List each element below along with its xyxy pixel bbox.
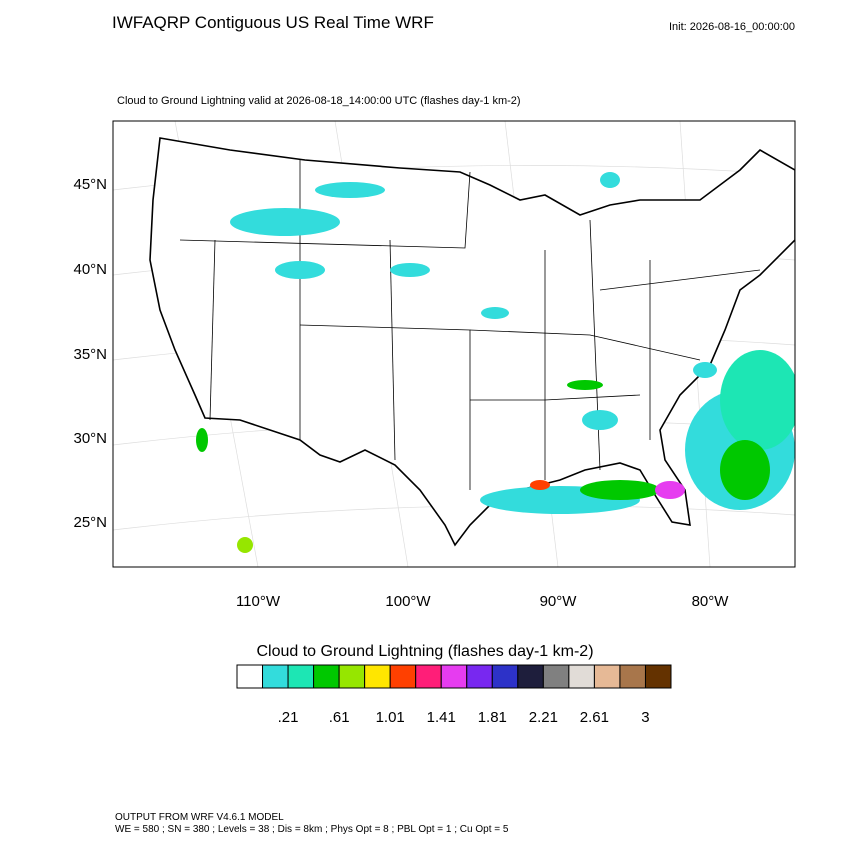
map-frame [112,120,796,568]
lon-label: 110°W [236,593,281,610]
colorbar-label: 2.21 [529,709,558,726]
title: IWFAQRP Contiguous US Real Time WRF [112,13,434,32]
lat-label: 45°N [73,176,107,193]
colorbar: .21 .61 1.01 1.41 1.81 2.21 2.61 3 [236,664,672,726]
init-time: Init: 2026-08-16_00:00:00 [669,21,795,33]
colorbar-swatch [389,664,417,689]
colorbar-label: 2.61 [580,709,609,726]
colorbar-swatch [338,664,366,689]
colorbar-swatch [440,664,468,689]
colorbar-swatch [415,664,442,689]
land-outline [149,137,795,547]
lon-label: 80°W [692,593,730,610]
lon-label: 100°W [385,593,431,610]
colorbar-swatch [236,664,264,689]
colorbar-label: 1.81 [478,709,507,726]
subtitle: Cloud to Ground Lightning valid at 2026-… [117,95,521,107]
colorbar-label: .21 [278,709,299,726]
colorbar-label: 3 [641,709,649,726]
footer-line: OUTPUT FROM WRF V4.6.1 MODEL [115,812,284,823]
map [112,120,796,568]
colorbar-swatch [619,664,646,689]
lon-label: 90°W [540,593,578,610]
colorbar-swatch [542,664,570,689]
colorbar-swatch [517,664,544,689]
colorbar-swatch [287,664,315,689]
lat-label: 35°N [73,346,107,363]
lat-label: 40°N [73,261,107,278]
colorbar-swatch [313,664,340,689]
colorbar-label: 1.41 [427,709,456,726]
colorbar-swatch [262,664,289,689]
colorbar-swatch [466,664,493,689]
footer-line: WE = 580 ; SN = 380 ; Levels = 38 ; Dis … [115,824,509,835]
colorbar-swatch [491,664,519,689]
colorbar-title: Cloud to Ground Lightning (flashes day-1… [256,643,593,660]
colorbar-swatch [644,664,672,689]
colorbar-swatch [364,664,391,689]
state-lines [179,160,761,490]
lightning-field [196,172,795,553]
colorbar-swatch [568,664,595,689]
colorbar-label: .61 [329,709,350,726]
colorbar-swatch [593,664,621,689]
lat-label: 25°N [73,514,107,531]
colorbar-label: 1.01 [376,709,405,726]
lat-label: 30°N [73,430,107,447]
